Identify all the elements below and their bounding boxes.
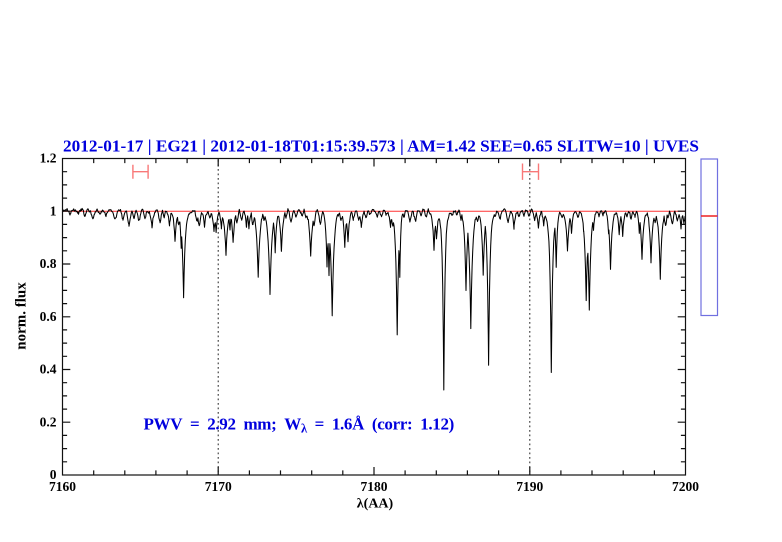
svg-text:0.6: 0.6: [40, 309, 57, 324]
svg-text:PWV = 2.92 mm; Wλ = 1.6Å: PWV = 2.92 mm; Wλ = 1.6Å (corr: 1.12): [144, 414, 454, 435]
svg-text:λ(AA): λ(AA): [357, 497, 394, 512]
svg-text:7160: 7160: [49, 479, 76, 494]
svg-text:0: 0: [50, 467, 57, 482]
svg-text:2012-01-17 | EG21 | 2012-01-18: 2012-01-17 | EG21 | 2012-01-18T01:15:39.…: [63, 137, 699, 156]
svg-text:7200: 7200: [672, 479, 699, 494]
svg-text:norm. flux: norm. flux: [14, 282, 30, 350]
svg-text:0.4: 0.4: [40, 362, 57, 377]
svg-text:1: 1: [50, 203, 57, 218]
svg-text:7190: 7190: [516, 479, 543, 494]
svg-text:7180: 7180: [361, 479, 388, 494]
svg-text:0.2: 0.2: [40, 414, 57, 429]
svg-text:1.2: 1.2: [40, 151, 57, 166]
svg-text:7170: 7170: [205, 479, 232, 494]
svg-text:0.8: 0.8: [40, 256, 57, 271]
